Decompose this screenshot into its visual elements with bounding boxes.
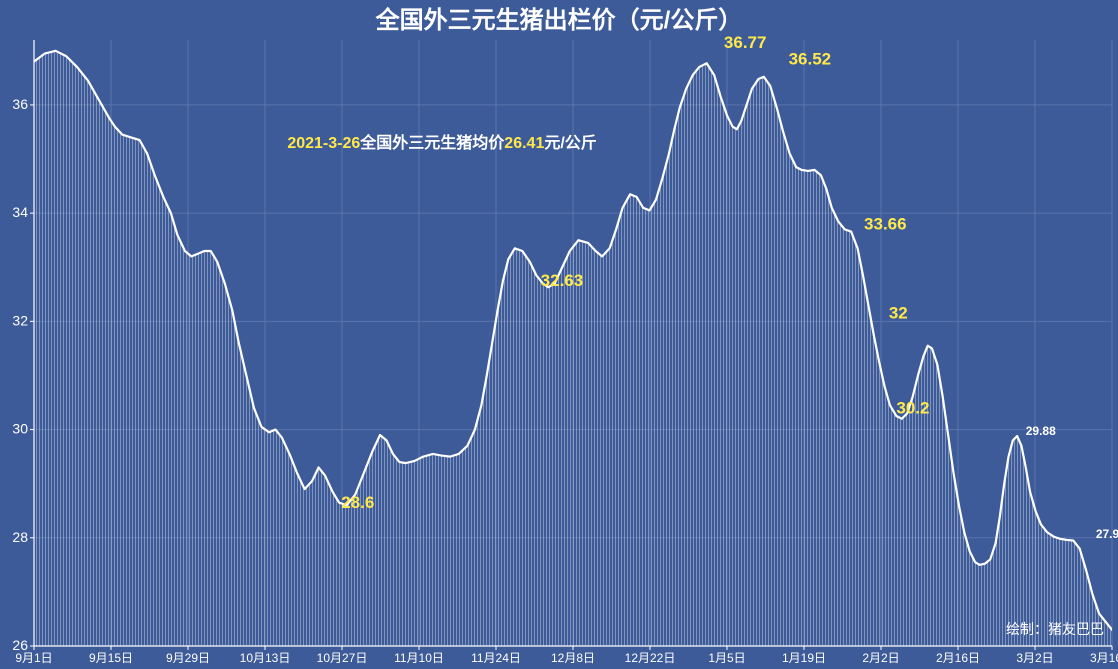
data-annotation: 27.95 [1096,527,1118,541]
data-annotation: 32.63 [541,271,584,290]
x-tick-label: 2月2日 [862,651,899,665]
data-annotation: 29.88 [1026,424,1056,438]
data-annotation: 36.77 [724,33,767,52]
data-annotation: 28.6 [341,493,374,512]
price-chart: 2628303234369月1日9月15日9月29日10月13日10月27日11… [0,0,1118,669]
data-annotation: 33.66 [864,214,907,233]
x-tick-label: 1月5日 [708,651,745,665]
chart-subtitle: 2021-3-26全国外三元生猪均价26.41元/公斤 [287,133,596,152]
x-tick-label: 10月13日 [240,651,291,665]
data-annotation: 30.2 [896,398,929,417]
y-tick-label: 28 [12,529,28,545]
x-tick-label: 9月1日 [15,651,52,665]
x-tick-label: 9月15日 [89,651,133,665]
data-annotation: 32 [889,304,908,323]
data-annotation: 36.52 [789,49,832,68]
x-tick-label: 2月16日 [936,651,980,665]
chart-title: 全国外三元生猪出栏价（元/公斤） [375,6,743,34]
x-tick-label: 3月16日 [1090,651,1118,665]
y-tick-label: 36 [12,96,28,112]
chart-credit: 绘制：猪友巴巴 [1006,621,1104,637]
y-tick-label: 34 [12,204,28,220]
x-tick-label: 12月8日 [551,651,595,665]
y-tick-label: 30 [12,421,28,437]
x-tick-label: 10月27日 [317,651,368,665]
x-tick-label: 11月24日 [471,651,521,665]
x-tick-label: 3月2日 [1016,651,1053,665]
y-tick-label: 32 [12,312,28,328]
x-tick-label: 11月10日 [394,651,444,665]
x-tick-label: 12月22日 [625,651,676,665]
x-tick-label: 1月19日 [782,651,826,665]
x-tick-label: 9月29日 [166,651,210,665]
